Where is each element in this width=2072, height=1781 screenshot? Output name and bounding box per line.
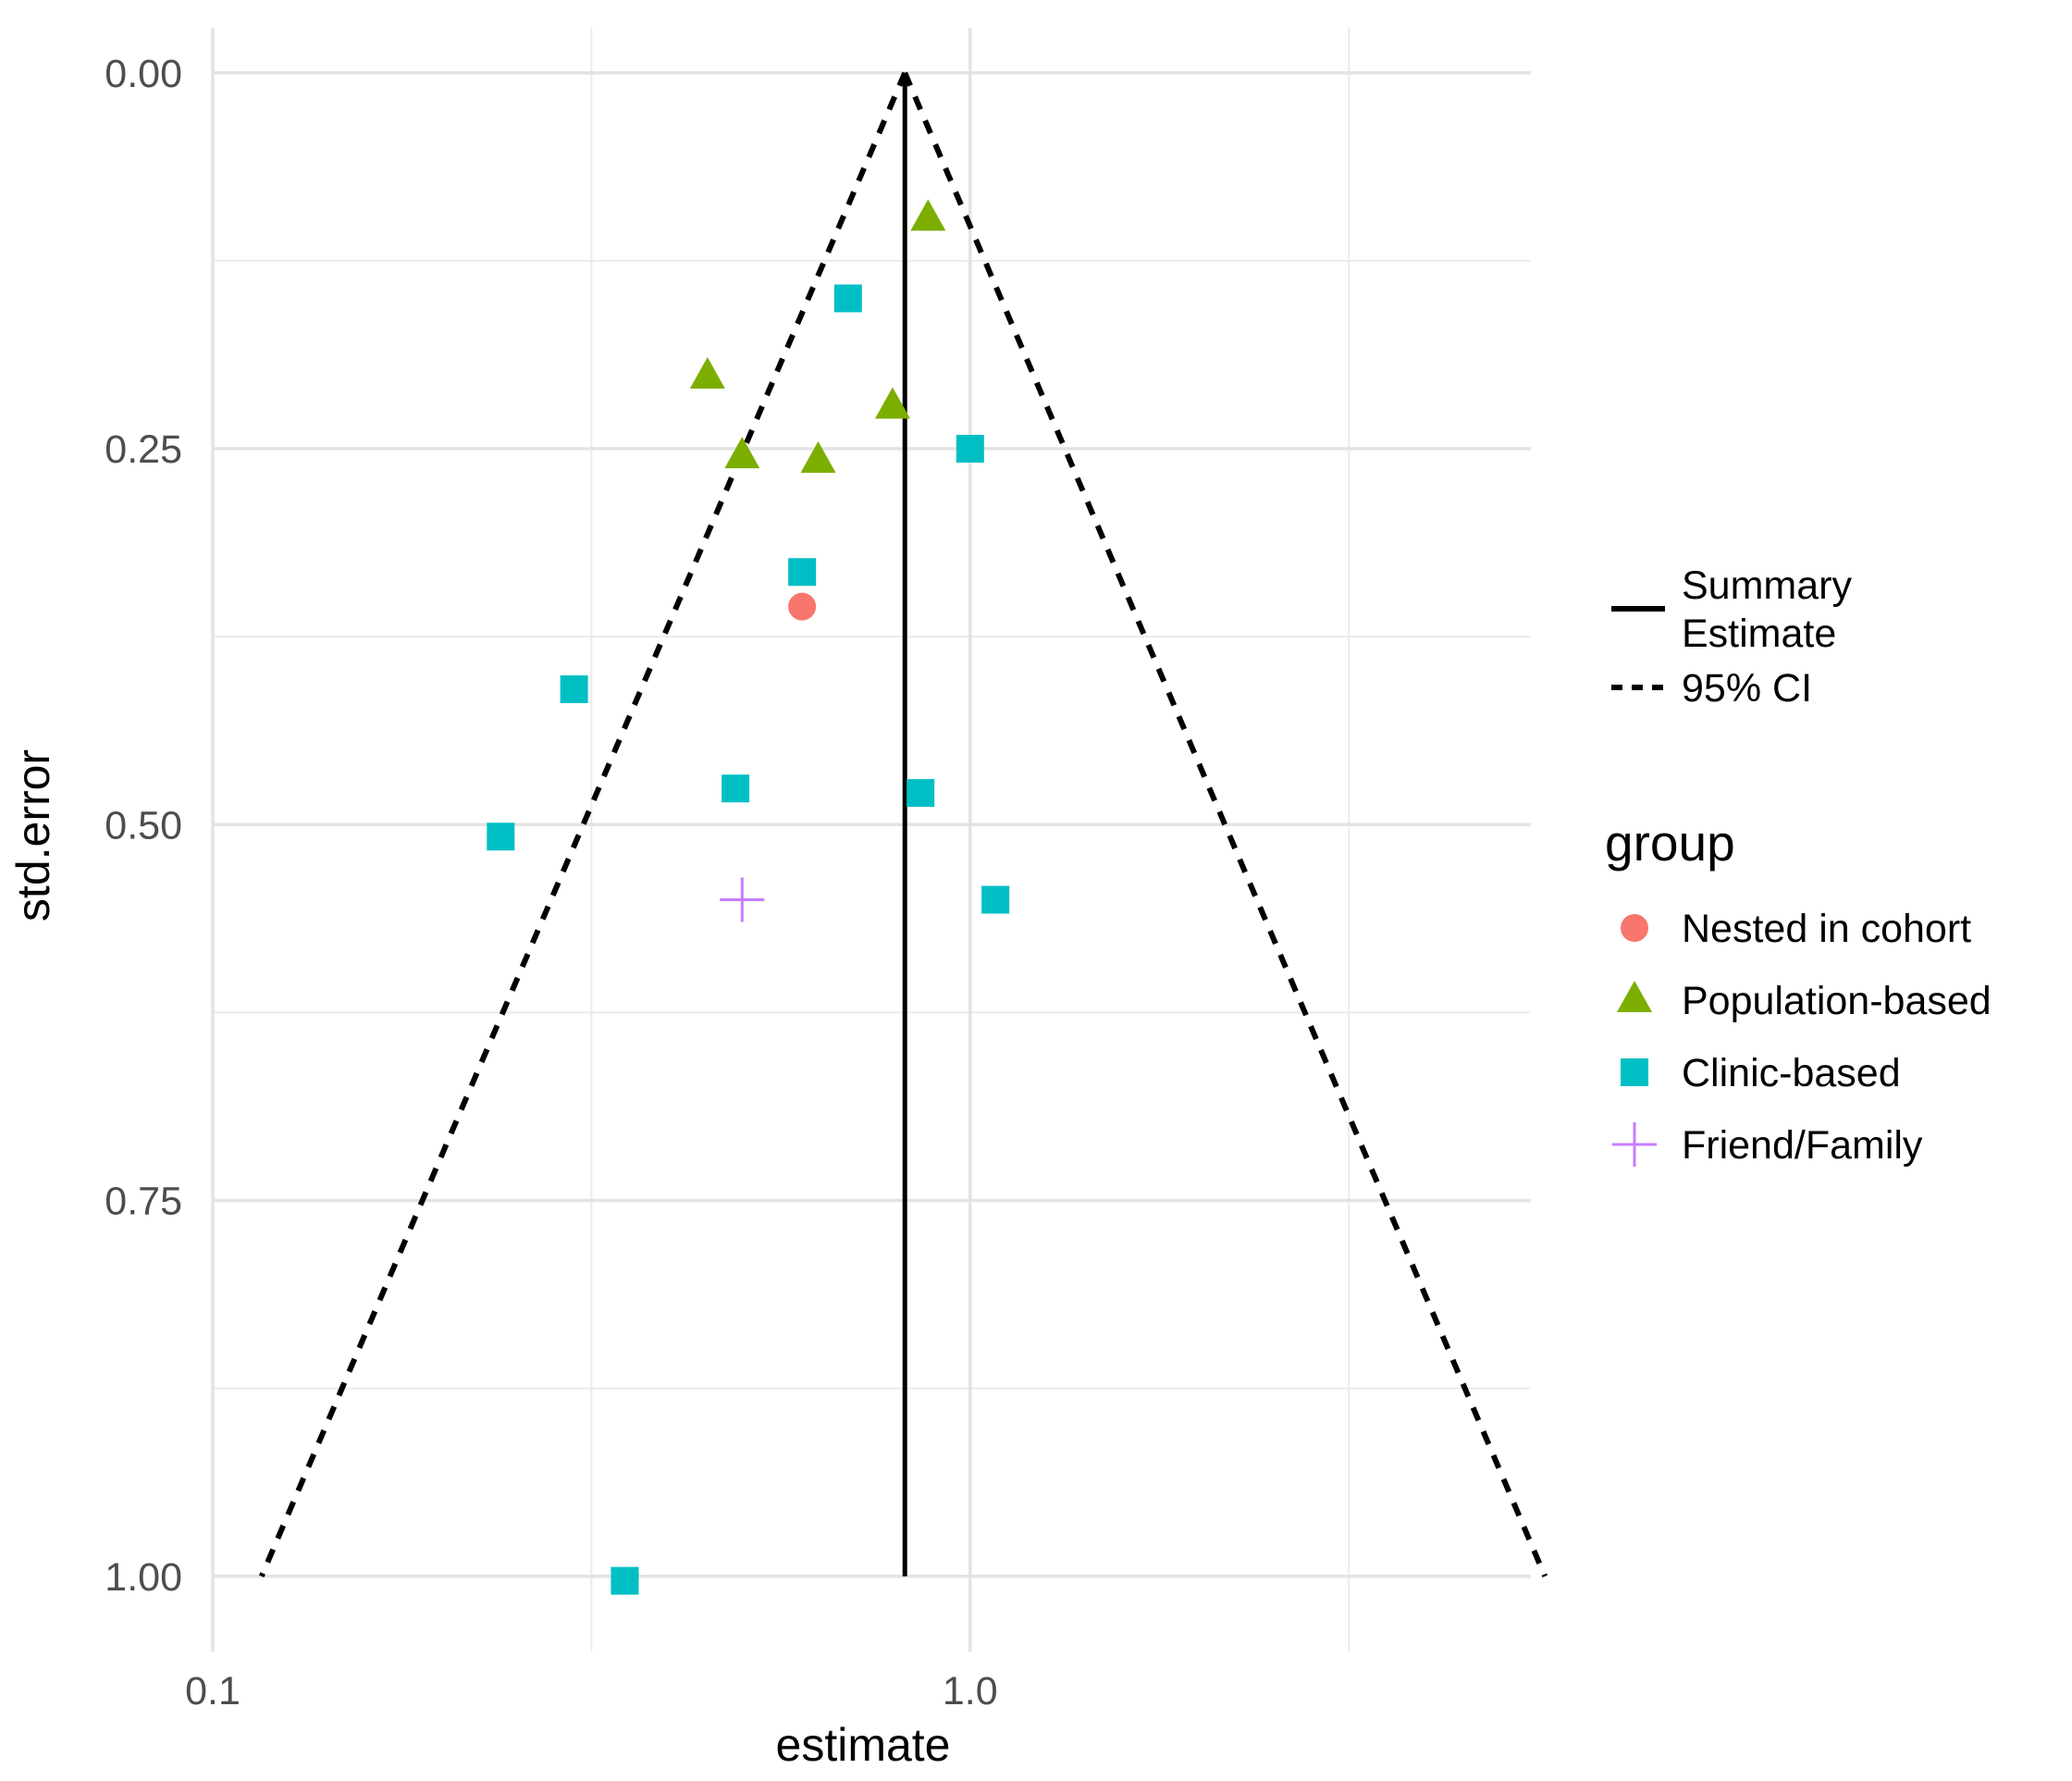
ci-lower-line <box>259 71 907 1577</box>
point-population-based <box>689 357 725 389</box>
legend-label-line: Summary <box>1682 563 1852 608</box>
y-tick-label: 0.75 <box>105 1180 182 1224</box>
point-population-based <box>724 437 760 469</box>
group-legend: Nested in cohort Population-based Clinic-b… <box>1612 907 1992 1168</box>
gridlines <box>211 28 1531 1651</box>
y-tick-label: 0.00 <box>105 52 182 96</box>
legend-key-population-based <box>1617 981 1652 1012</box>
data-points <box>487 199 1010 1595</box>
legend-label-line: 95% CI <box>1682 666 1812 711</box>
point-clinic-based <box>788 558 817 587</box>
legend-label-line: Estimate <box>1682 612 1836 656</box>
point-population-based <box>874 387 910 419</box>
point-clinic-based <box>981 885 1010 914</box>
y-axis-ticks: 0.00 0.25 0.50 0.75 1.00 <box>105 52 182 1600</box>
point-population-based <box>910 199 946 231</box>
legend-key-friend-family <box>1612 1122 1657 1167</box>
axes: 0.00 0.25 0.50 0.75 1.00 0.1 1.0 estimate std… <box>7 52 998 1771</box>
y-tick-label: 0.50 <box>105 803 182 847</box>
y-tick-label: 0.25 <box>105 427 182 472</box>
legend-key-nested-in-cohort <box>1621 914 1648 942</box>
line-type-legend: Summary Estimate 95% CI <box>1611 563 1852 711</box>
point-population-based <box>800 441 836 473</box>
x-tick-label: 0.1 <box>185 1669 240 1713</box>
point-clinic-based <box>487 822 515 851</box>
legend-key-clinic-based <box>1621 1058 1648 1086</box>
point-clinic-based <box>956 435 984 463</box>
point-clinic-based <box>722 774 750 803</box>
legend-title: group <box>1605 814 1735 872</box>
point-clinic-based <box>906 779 935 808</box>
point-nested-in-cohort <box>788 592 817 621</box>
point-clinic-based <box>833 284 862 313</box>
y-axis-title: std.error <box>7 749 59 921</box>
line-legend-label: 95% CI <box>1682 666 1812 711</box>
ci-upper-line <box>902 71 1548 1577</box>
y-tick-label: 1.00 <box>105 1555 182 1600</box>
x-tick-label: 1.0 <box>943 1669 998 1713</box>
legend-label-clinic-based: Clinic-based <box>1682 1051 1901 1095</box>
x-axis-ticks: 0.1 1.0 <box>185 1669 998 1713</box>
legend-label-population-based: Population-based <box>1682 979 1992 1023</box>
line-legend-label: Summary Estimate <box>1682 563 1852 656</box>
legend: Summary Estimate 95% CI group Nested in co… <box>1605 563 1992 1168</box>
point-clinic-based <box>610 1566 639 1595</box>
legend-label-friend-family: Friend/Family <box>1682 1123 1923 1168</box>
x-axis-title: estimate <box>776 1719 951 1771</box>
funnel-lines <box>259 71 1548 1577</box>
point-friend-family <box>720 877 765 922</box>
legend-label-nested-in-cohort: Nested in cohort <box>1682 907 1971 951</box>
point-clinic-based <box>560 675 588 703</box>
